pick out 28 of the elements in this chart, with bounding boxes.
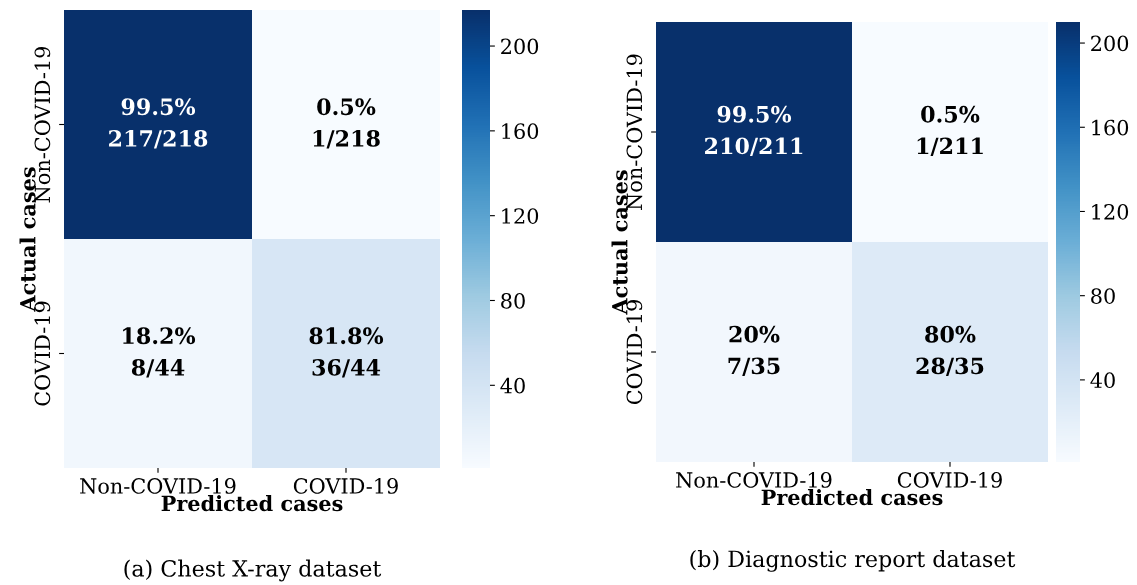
data-label: 0.5% 1/218 — [313, 98, 380, 149]
data-label: 18.2% 8/44 — [123, 327, 196, 378]
x-axis-title: Predicted cases — [161, 495, 343, 512]
x-tick-label: COVID-19 — [293, 478, 398, 494]
data-label: 99.5% 217/218 — [109, 98, 208, 149]
color-bar-label: 160 — [1092, 119, 1129, 136]
color-bar-label: 80 — [1091, 288, 1115, 304]
x-tick-label: Non-COVID-19 — [676, 472, 832, 488]
data-label: 0.5% 1/211 — [917, 105, 983, 157]
data-label: 81.8% 36/44 — [309, 327, 384, 378]
color-bar-label: 120 — [502, 208, 539, 224]
x-tick-label: Non-COVID-19 — [80, 478, 236, 494]
color-bar-label: 120 — [1092, 203, 1129, 220]
x-tick-label: COVID-19 — [897, 472, 1002, 488]
color-bar-label: 40 — [500, 377, 525, 394]
text: (b) Diagnostic report dataset — [690, 550, 1016, 572]
color-bar-label: 40 — [1090, 372, 1115, 389]
y-axis-title: Actual cases — [611, 170, 628, 315]
color-bar-label: 160 — [502, 123, 539, 140]
data-label: 99.5% 210/211 — [705, 105, 803, 157]
data-label: 20% 7/35 — [728, 325, 780, 377]
y-axis-title: Actual cases — [19, 167, 36, 312]
data-label: 80% 28/35 — [916, 325, 984, 377]
color-bar-label: 80 — [501, 292, 525, 309]
color-bar-label: 200 — [1091, 35, 1129, 52]
color-bar-label: 200 — [501, 38, 539, 55]
x-axis-title: Predicted cases — [761, 489, 943, 506]
text: (a) Chest X-ray dataset — [124, 559, 382, 582]
